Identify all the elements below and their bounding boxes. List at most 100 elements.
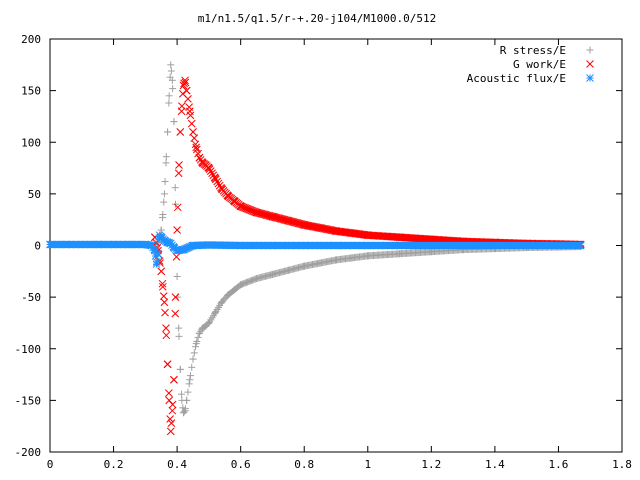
- series-0-data-point: [167, 61, 175, 69]
- series-1-data-point: [185, 107, 194, 116]
- series-1-data-point: [174, 169, 183, 178]
- series-1-point: [191, 140, 200, 149]
- series-2-data-point: [395, 241, 404, 250]
- series-2: [46, 231, 585, 268]
- y-tick-label: 200: [21, 33, 41, 46]
- series-2-data-point: [46, 240, 54, 249]
- series-0-data-point: [202, 322, 210, 330]
- series-1-point: [171, 309, 180, 318]
- series-0-point: [160, 198, 168, 206]
- x-tick-label: 1.6: [549, 458, 569, 471]
- series-0-point: [169, 85, 177, 93]
- legend-label: R stress/E: [500, 44, 566, 57]
- series-1-point: [162, 331, 171, 340]
- series-0-point: [161, 177, 169, 185]
- series-1-data-point: [157, 267, 166, 276]
- series-0-data-point: [157, 226, 165, 234]
- series-2-data-point: [141, 240, 150, 249]
- series-2-data-point: [363, 241, 372, 250]
- series-1-data-point: [176, 128, 185, 136]
- series-1-data-point: [348, 229, 356, 237]
- series-1-data-point: [168, 406, 177, 415]
- series-1-data-point: [171, 293, 180, 301]
- series-0-data-point: [162, 159, 170, 167]
- series-0-data-point: [218, 298, 226, 306]
- series-0-point: [162, 153, 170, 161]
- series-0-data-point: [427, 248, 435, 256]
- series-0-data-point: [396, 250, 404, 258]
- series-1-data-point: [170, 375, 178, 384]
- series-2-data-point: [459, 241, 467, 250]
- series-1-data-point: [195, 153, 204, 162]
- series-1-data-point: [181, 76, 189, 85]
- series-1-data-point: [224, 192, 232, 200]
- series-1-point: [175, 161, 183, 169]
- series-0-data-point: [300, 262, 308, 270]
- x-tick-label: 0.4: [167, 458, 187, 471]
- series-1-data-point: [165, 396, 174, 405]
- series-2-data-point: [152, 260, 161, 268]
- series-2-data-point: [154, 249, 162, 258]
- y-tick-label: -100: [15, 343, 42, 356]
- series-2-data-point: [522, 241, 531, 250]
- series-0-data-point: [189, 355, 197, 363]
- series-2-data-point: [62, 240, 70, 249]
- x-tick-label: 1: [364, 458, 371, 471]
- series-2-data-point: [166, 239, 175, 248]
- series-1-data-point: [284, 216, 293, 225]
- series-0-data-point: [211, 309, 219, 317]
- legend-marker: [586, 46, 594, 54]
- series-2-data-point: [576, 241, 585, 250]
- series-1-point: [166, 415, 174, 423]
- series-1-point: [192, 145, 201, 154]
- series-2-data-point: [427, 241, 436, 250]
- series-1-data-point: [160, 298, 169, 307]
- series-1-data-point: [192, 143, 201, 152]
- y-tick-label: 50: [28, 188, 41, 201]
- legend-label: Acoustic flux/E: [467, 72, 566, 85]
- series-1-data-point: [217, 184, 226, 193]
- series-0-point: [171, 184, 179, 192]
- series-0-point: [167, 67, 175, 75]
- x-tick-label: 1.2: [421, 458, 441, 471]
- series-1-data-point: [205, 164, 213, 172]
- series-0-data-point: [268, 270, 276, 278]
- series-0-data-point: [183, 396, 191, 404]
- y-tick-label: -200: [15, 446, 42, 459]
- series-1-point: [172, 253, 181, 261]
- series-1-point: [167, 419, 176, 427]
- series-2-data-point: [332, 241, 340, 250]
- y-tick-label: 100: [21, 136, 41, 149]
- series-1-data-point: [300, 220, 309, 229]
- series-1-point: [214, 179, 223, 188]
- series-1-data-point: [268, 212, 277, 221]
- series-1-data-point: [162, 324, 170, 332]
- series-0-data-point: [253, 275, 261, 283]
- series-1-data-point: [179, 81, 188, 90]
- chart-title: m1/n1.5/q1.5/r-+.20-j104/M1000.0/512: [198, 12, 436, 25]
- series-2-data-point: [179, 245, 188, 254]
- series-1-data-point: [211, 174, 220, 183]
- series-2-data-point: [554, 241, 563, 250]
- data-points: [46, 61, 585, 436]
- series-2-data-point: [268, 241, 277, 250]
- series-0-data-point: [192, 340, 200, 348]
- series-1-data-point: [158, 282, 167, 291]
- y-tick-label: 150: [21, 85, 41, 98]
- y-tick-label: -50: [21, 291, 41, 304]
- y-tick-label: 0: [34, 240, 41, 253]
- series-1-data-point: [316, 224, 324, 232]
- series-0-point: [185, 380, 193, 388]
- series-0-point: [180, 408, 188, 416]
- series-1-point: [184, 95, 192, 103]
- series-0-data-point: [159, 211, 167, 219]
- series-1-data-point: [182, 86, 191, 95]
- series-1-data-point: [395, 233, 404, 242]
- axis-ticks: 0 0.2 0.4 0.6 0.8 1 1.2 1.4 1.6 1.8 200 150 100 50 0 -5…: [15, 33, 632, 471]
- series-0-data-point: [195, 329, 203, 337]
- series-1-data-point: [236, 202, 245, 211]
- series-0-data-point: [237, 281, 245, 289]
- series-2-data-point: [77, 240, 86, 249]
- series-2-data-point: [205, 241, 213, 249]
- series-0-data-point: [181, 407, 189, 415]
